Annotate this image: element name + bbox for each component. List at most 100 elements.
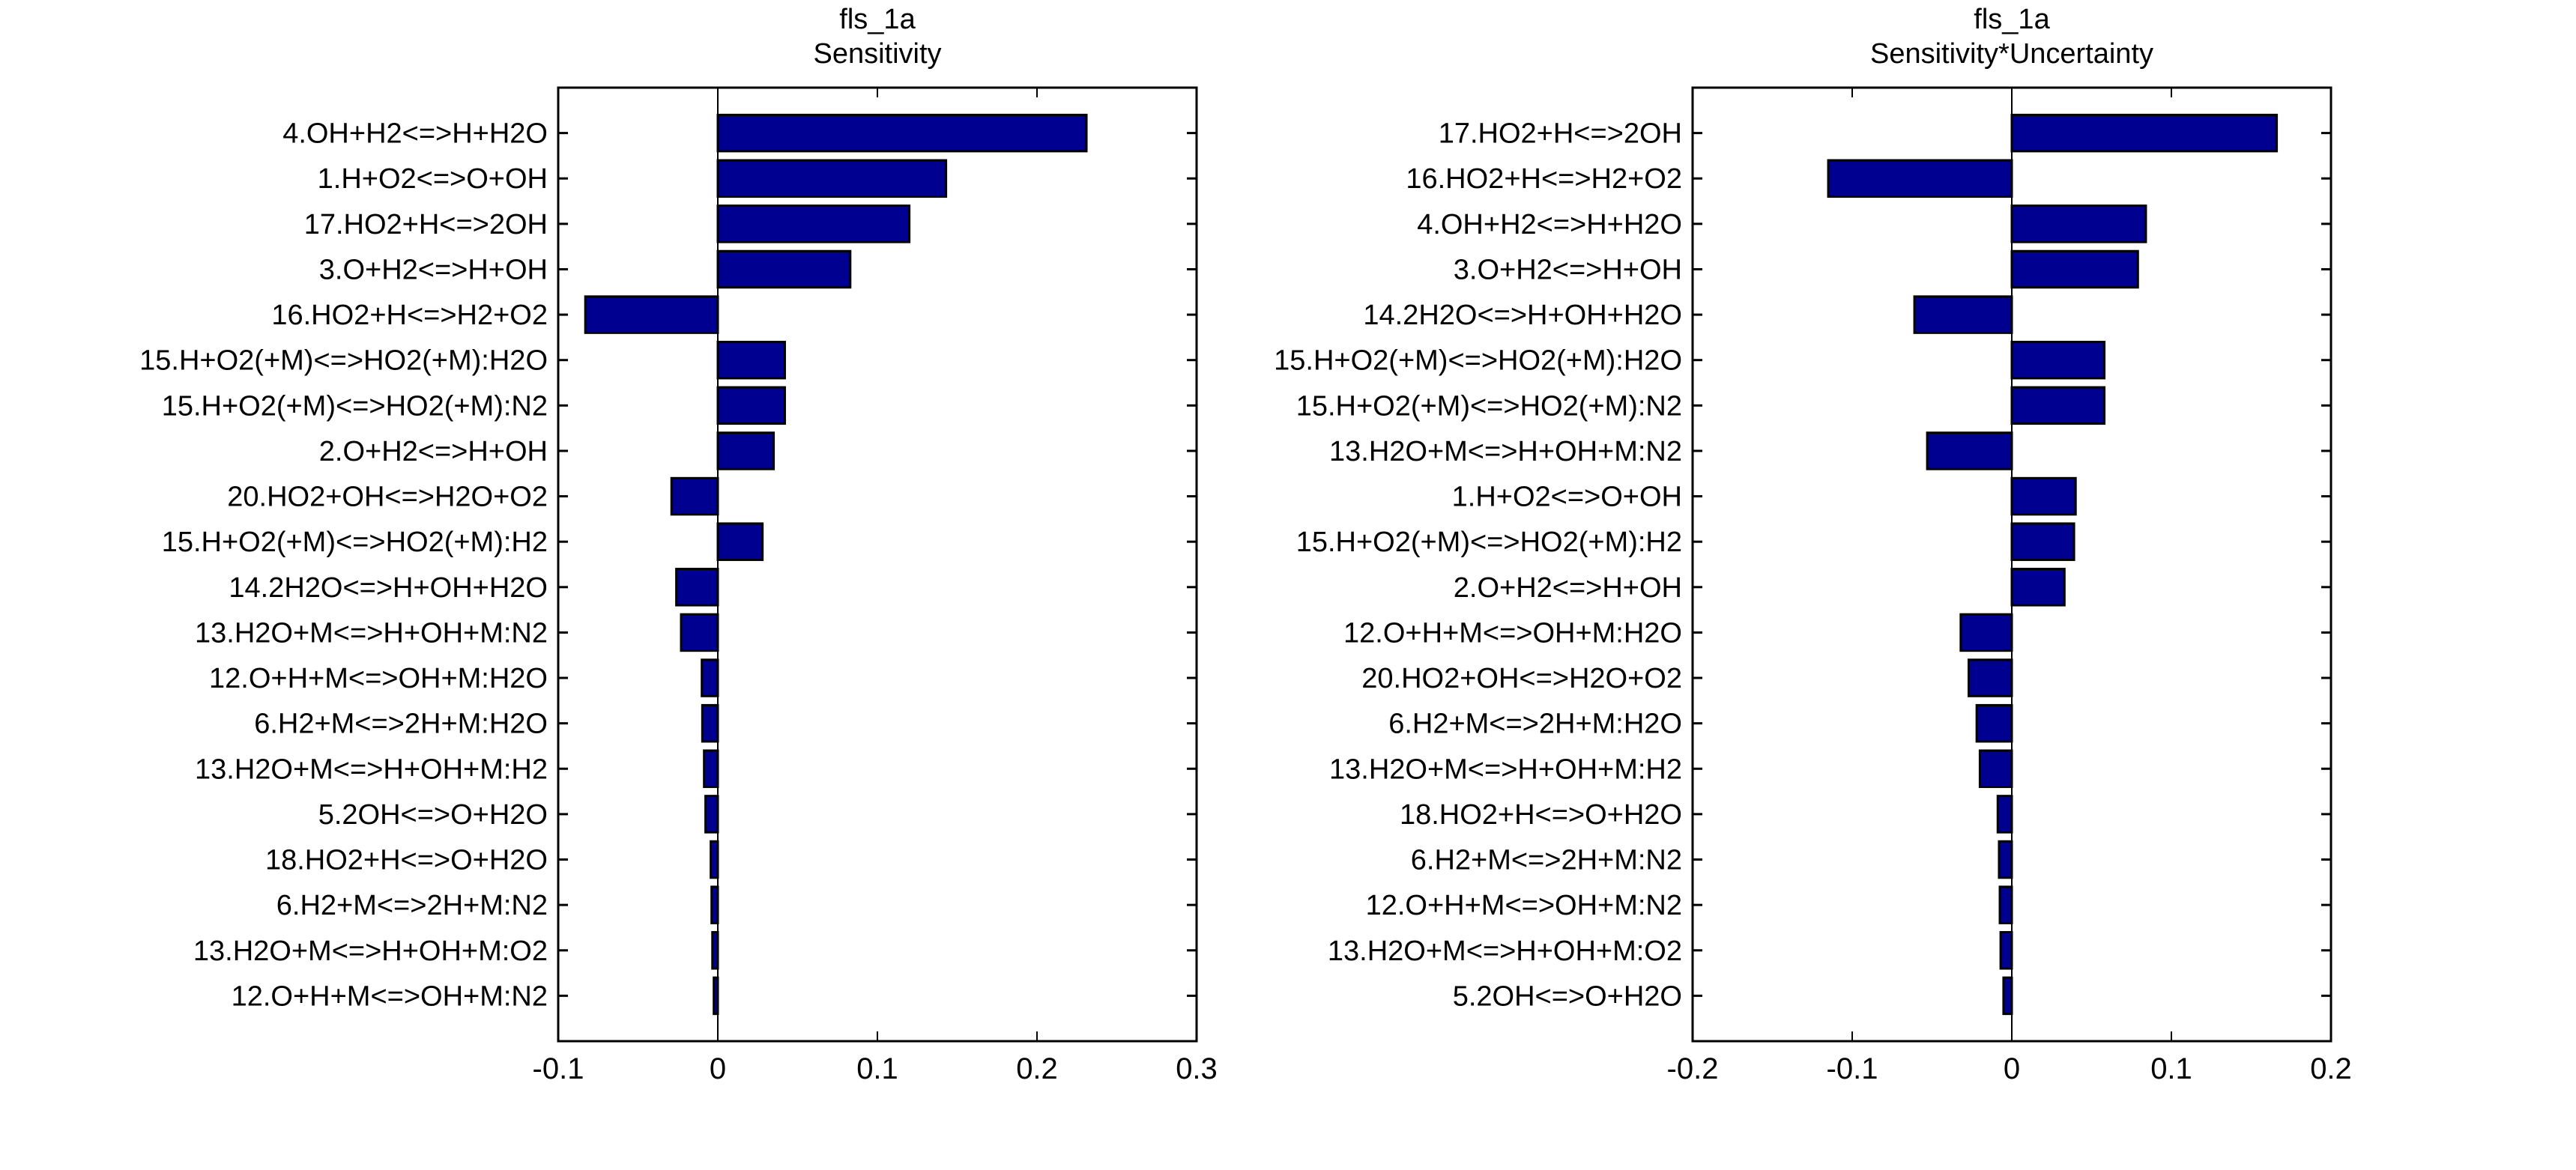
bar (703, 749, 719, 789)
bar (716, 249, 852, 289)
y-tick-label: 6.H2+M<=>2H+M:N2 (1411, 845, 1682, 876)
x-tick-label: -0.1 (533, 1052, 584, 1085)
bar (584, 295, 719, 334)
y-tick-label: 18.HO2+H<=>O+H2O (265, 845, 548, 876)
y-tick-label: 14.2H2O<=>H+OH+H2O (1363, 300, 1682, 331)
y-tick-label: 2.O+H2<=>H+OH (1454, 572, 1682, 604)
sensitivity-chart: fls_1a Sensitivity 4.OH+H2<=>H+H2O 1.H+O2… (139, 4, 1218, 1085)
bar (716, 113, 1088, 153)
y-tick-label: 13.H2O+M<=>H+OH+M:N2 (195, 617, 548, 649)
bar (1913, 295, 2013, 334)
bar (710, 840, 719, 879)
bar (711, 931, 719, 970)
y-tick-label: 15.H+O2(+M)<=>HO2(+M):H2 (162, 527, 548, 558)
sensitivity-uncertainty-chart: fls_1a Sensitivity*Uncertainty 17.HO2+H<… (1274, 4, 2352, 1085)
bar (1998, 885, 2013, 924)
bar (1967, 658, 2013, 697)
y-tick-label: 15.H+O2(+M)<=>HO2(+M):H2O (1274, 345, 1682, 377)
bar (1975, 703, 2013, 743)
bar (716, 340, 786, 380)
chart-subtitle: Sensitivity (813, 38, 941, 70)
y-tick-label: 5.2OH<=>O+H2O (1453, 980, 1682, 1012)
bar (1999, 931, 2013, 970)
x-tick-label: -0.2 (1667, 1052, 1719, 1085)
bar (1996, 795, 2013, 834)
y-tick-label: 6.H2+M<=>2H+M:H2O (254, 709, 548, 740)
x-tick-label: -0.1 (1827, 1052, 1878, 1085)
x-tick-label: 0.2 (2310, 1052, 2352, 1085)
x-tick-label: 0.3 (1176, 1052, 1218, 1085)
bar (716, 431, 775, 470)
y-tick-label: 17.HO2+H<=>2OH (304, 209, 548, 240)
y-tick-label: 1.H+O2<=>O+OH (318, 163, 548, 195)
bar (2010, 113, 2279, 153)
plot-area: 4.OH+H2<=>H+H2O 1.H+O2<=>O+OH 17.HO2+H<=>2… (139, 86, 1218, 1085)
chart-subtitle: Sensitivity*Uncertainty (1870, 38, 2153, 70)
y-tick-label: 3.O+H2<=>H+OH (319, 254, 548, 285)
bar (716, 522, 764, 561)
bar (675, 568, 719, 607)
y-tick-label: 4.OH+H2<=>H+H2O (1417, 209, 1682, 240)
chart-title: fls_1a (839, 4, 916, 35)
y-tick-label: 20.HO2+OH<=>H2O+O2 (227, 482, 548, 513)
chart-title: fls_1a (1974, 4, 2050, 35)
bar (716, 204, 911, 243)
bar (1959, 613, 2013, 652)
bar (1978, 749, 2013, 789)
y-tick-label: 2.O+H2<=>H+OH (319, 436, 548, 467)
bar (1827, 159, 2013, 198)
y-tick-label: 5.2OH<=>O+H2O (318, 799, 548, 831)
y-tick-label: 12.O+H+M<=>OH+M:N2 (232, 980, 548, 1012)
y-tick-label: 13.H2O+M<=>H+OH+M:H2 (195, 754, 548, 785)
y-tick-label: 14.2H2O<=>H+OH+H2O (229, 572, 548, 604)
y-tick-label: 15.H+O2(+M)<=>HO2(+M):N2 (162, 390, 548, 422)
bar (701, 658, 719, 697)
bar (716, 159, 948, 198)
bar (713, 976, 719, 1016)
plot-area: 17.HO2+H<=>2OH 16.HO2+H<=>H2+O2 4.OH+H2<=>… (1274, 86, 2352, 1085)
y-tick-label: 13.H2O+M<=>H+OH+M:N2 (1329, 436, 1682, 467)
y-tick-label: 3.O+H2<=>H+OH (1454, 254, 1682, 285)
bar (2010, 204, 2147, 243)
y-tick-label: 16.HO2+H<=>H2+O2 (1406, 163, 1682, 195)
y-tick-label: 15.H+O2(+M)<=>HO2(+M):H2O (139, 345, 548, 377)
bar (2010, 249, 2139, 289)
y-tick-label: 15.H+O2(+M)<=>HO2(+M):N2 (1296, 390, 1682, 422)
y-tick-label: 4.OH+H2<=>H+H2O (282, 118, 548, 150)
y-tick-label: 12.O+H+M<=>OH+M:N2 (1366, 890, 1682, 921)
y-tick-label: 16.HO2+H<=>H2+O2 (271, 300, 548, 331)
x-tick-label: 0 (710, 1052, 726, 1085)
bar (716, 386, 786, 425)
x-tick-label: 0.1 (2150, 1052, 2192, 1085)
x-tick-label: 0.1 (856, 1052, 898, 1085)
y-tick-label: 17.HO2+H<=>2OH (1439, 118, 1682, 150)
bar (701, 703, 719, 743)
y-tick-label: 12.O+H+M<=>OH+M:H2O (209, 663, 548, 694)
bar (2010, 386, 2106, 425)
y-tick-label: 13.H2O+M<=>H+OH+M:O2 (193, 936, 548, 967)
y-tick-label: 13.H2O+M<=>H+OH+M:O2 (1328, 936, 1682, 967)
bar (2010, 476, 2077, 516)
bar (2010, 340, 2106, 380)
y-tick-label: 20.HO2+OH<=>H2O+O2 (1361, 663, 1682, 694)
y-tick-label: 13.H2O+M<=>H+OH+M:H2 (1329, 754, 1682, 785)
y-tick-label: 15.H+O2(+M)<=>HO2(+M):H2 (1296, 527, 1682, 558)
y-tick-label: 6.H2+M<=>2H+M:N2 (276, 890, 548, 921)
x-tick-label: 0.2 (1016, 1052, 1058, 1085)
bar (1926, 431, 2013, 470)
bar (2010, 522, 2075, 561)
bar (2010, 568, 2066, 607)
bar (1998, 840, 2013, 879)
y-tick-label: 1.H+O2<=>O+OH (1452, 482, 1682, 513)
bar (680, 613, 719, 652)
bar (670, 476, 719, 516)
y-tick-label: 12.O+H+M<=>OH+M:H2O (1343, 617, 1682, 649)
bar (2002, 976, 2013, 1016)
bar (710, 885, 719, 924)
x-tick-label: 0 (2004, 1052, 2020, 1085)
y-tick-label: 6.H2+M<=>2H+M:H2O (1388, 709, 1682, 740)
bar (704, 795, 719, 834)
y-tick-label: 18.HO2+H<=>O+H2O (1400, 799, 1682, 831)
